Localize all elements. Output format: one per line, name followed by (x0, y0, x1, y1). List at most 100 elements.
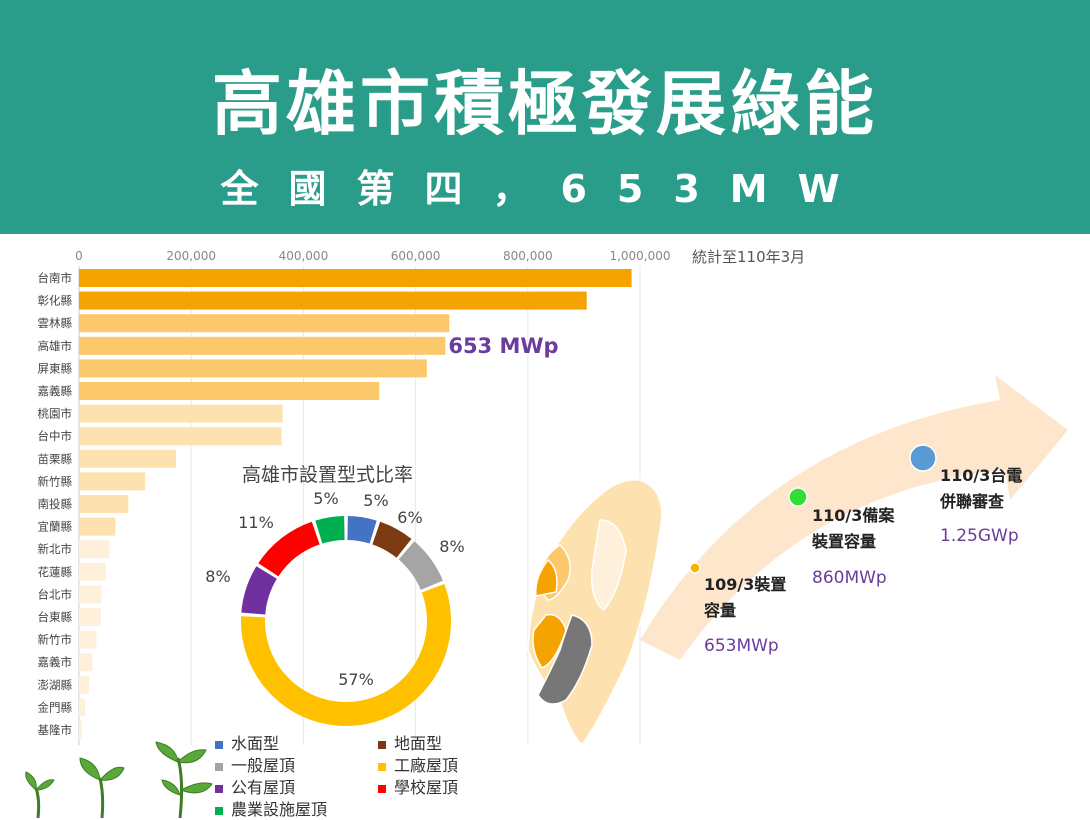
bar (79, 382, 380, 400)
legend-swatch (378, 762, 386, 771)
legend-item: 工廠屋頂 (378, 752, 458, 776)
y-tick-label: 台北市 (38, 587, 73, 601)
y-tick-label: 屏東縣 (38, 361, 73, 375)
y-tick-label: 南投縣 (38, 497, 73, 511)
legend-item: 地面型 (378, 730, 442, 754)
bar (79, 269, 632, 287)
y-tick-label: 雲林縣 (38, 316, 73, 330)
x-tick-label: 800,000 (503, 249, 553, 263)
map-region-kaohsiung (537, 614, 593, 705)
y-tick-label: 花蓮縣 (38, 565, 73, 579)
bar (79, 721, 82, 739)
slice-label: 6% (397, 508, 422, 527)
y-tick-label: 新竹市 (38, 633, 73, 647)
timeline-label-line: 110/3備案 (812, 506, 895, 525)
bar (79, 336, 446, 355)
legend-label: 農業設施屋頂 (231, 800, 328, 819)
y-tick-label: 新北市 (38, 542, 73, 556)
y-tick-label: 新竹縣 (38, 474, 73, 488)
header-banner: 高雄市積極發展綠能 全國第四，653MW (0, 0, 1090, 234)
page-title: 高雄市積極發展綠能 (212, 63, 878, 145)
legend-item: 一般屋頂 (215, 752, 295, 776)
bar (79, 472, 146, 491)
x-tick-label: 600,000 (391, 249, 441, 263)
page-subtitle: 全國第四，653MW (220, 167, 870, 211)
timeline-label-line: 裝置容量 (812, 532, 877, 551)
legend-item: 水面型 (215, 730, 279, 754)
donut-slice (315, 516, 345, 544)
y-tick-label: 宜蘭縣 (38, 520, 73, 534)
sprout-icon (25, 771, 55, 818)
legend-label: 工廠屋頂 (394, 756, 459, 775)
bar (79, 495, 129, 513)
y-tick-label: 基隆市 (38, 723, 73, 737)
timeline (689, 444, 937, 574)
donut-slice (372, 521, 412, 558)
timeline-label-line: 109/3裝置 (704, 575, 787, 594)
bar (79, 404, 283, 423)
legend-swatch (215, 740, 223, 749)
bar (79, 562, 106, 581)
y-tick-label: 金門縣 (38, 700, 73, 714)
slice-label: 57% (338, 670, 374, 689)
timeline-value: 1.25GWp (940, 526, 1019, 546)
y-tick-label: 高雄市 (38, 339, 73, 353)
legend-item: 學校屋頂 (378, 774, 458, 798)
sprout-icon (155, 741, 213, 818)
map-region (535, 558, 558, 597)
bar (79, 675, 90, 694)
slice-label: 11% (238, 513, 274, 532)
legend-label: 學校屋頂 (394, 778, 459, 797)
legend-label: 水面型 (231, 734, 280, 753)
y-tick-label: 台東縣 (38, 610, 73, 624)
highlight-label: 653 MWp (448, 334, 558, 358)
bar (79, 314, 450, 333)
bar (79, 608, 101, 626)
bar (79, 427, 282, 446)
donut-chart: 5% 6% 8% 57% 8% 11% 5% (205, 489, 465, 726)
main-chart-svg: 0 200,000 400,000 600,000 800,000 1,000,000 台南… (38, 249, 1068, 747)
donut-slice (347, 516, 377, 544)
legend-swatch (215, 806, 223, 815)
donut-slice (241, 566, 277, 615)
donut-title: 高雄市設置型式比率 (242, 464, 414, 486)
legend-swatch (378, 740, 386, 749)
y-tick-label: 台南市 (38, 271, 73, 285)
y-tick-label: 嘉義市 (38, 655, 73, 669)
legend-label: 一般屋頂 (231, 756, 296, 775)
bar (79, 517, 116, 536)
timeline-label-line: 併聯審查 (940, 492, 1005, 511)
timeline-dot (909, 444, 937, 472)
legend-item: 公有屋頂 (215, 774, 295, 798)
timeline-label-line: 容量 (704, 601, 737, 620)
map-region (591, 519, 627, 612)
bar (79, 449, 177, 468)
bar (79, 630, 97, 649)
x-tick-label: 200,000 (166, 249, 216, 263)
slice-label: 8% (205, 567, 230, 586)
bar (79, 291, 587, 310)
y-tick-label: 台中市 (38, 429, 73, 443)
timeline-label: 110/3備案 裝置容量 (812, 503, 894, 555)
map-region-kaohsiung (532, 613, 567, 669)
y-tick-label: 澎湖縣 (38, 678, 73, 692)
slice-label: 5% (363, 491, 388, 510)
sprout-icon (79, 757, 125, 818)
sprout-decoration (25, 741, 213, 818)
legend-label: 公有屋頂 (231, 778, 296, 797)
legend-swatch (215, 784, 223, 793)
legend-label: 地面型 (394, 734, 443, 753)
bar (79, 540, 110, 559)
x-tick-label: 400,000 (279, 249, 329, 263)
growth-arrow (640, 375, 1068, 660)
donut-slice (258, 521, 320, 577)
donut-slice (398, 541, 443, 590)
legend-swatch (215, 762, 223, 771)
timeline-label: 110/3台電 併聯審查 (940, 463, 1022, 515)
x-tick-label: 0 (75, 249, 83, 263)
bar (79, 585, 102, 604)
timeline-label: 109/3裝置 容量 (704, 572, 786, 624)
legend-swatch (378, 784, 386, 793)
y-tick-label: 苗栗縣 (38, 452, 73, 466)
y-tick-label: 桃園市 (38, 407, 73, 421)
